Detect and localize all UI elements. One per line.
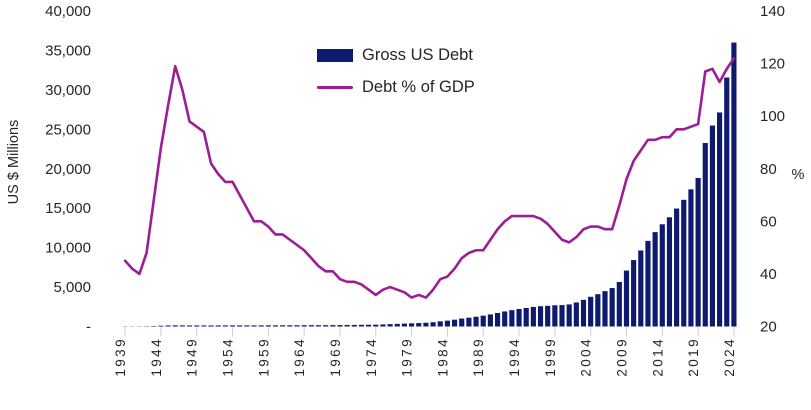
svg-text:140: 140: [760, 3, 785, 20]
svg-text:1949: 1949: [185, 337, 200, 377]
svg-text:2014: 2014: [650, 337, 665, 377]
svg-text:35,000: 35,000: [45, 42, 91, 59]
svg-text:5,000: 5,000: [53, 279, 91, 296]
svg-text:15,000: 15,000: [45, 200, 91, 217]
svg-text:1969: 1969: [328, 337, 343, 377]
svg-text:1974: 1974: [364, 337, 379, 377]
svg-text:80: 80: [760, 161, 777, 178]
svg-text:1939: 1939: [113, 337, 128, 377]
svg-text:-: -: [86, 319, 91, 336]
svg-text:1984: 1984: [435, 337, 450, 377]
svg-text:1959: 1959: [256, 337, 271, 377]
svg-text:60: 60: [760, 213, 777, 230]
svg-text:2019: 2019: [686, 337, 701, 377]
svg-text:40,000: 40,000: [45, 3, 91, 20]
svg-text:120: 120: [760, 56, 785, 73]
svg-text:10,000: 10,000: [45, 240, 91, 257]
svg-text:100: 100: [760, 108, 785, 125]
svg-text:20: 20: [760, 319, 777, 336]
svg-text:2024: 2024: [722, 337, 737, 377]
svg-text:40: 40: [760, 266, 777, 283]
svg-text:1954: 1954: [221, 337, 236, 377]
svg-text:2004: 2004: [579, 337, 594, 377]
svg-text:1944: 1944: [149, 337, 164, 377]
svg-text:20,000: 20,000: [45, 161, 91, 178]
svg-text:25,000: 25,000: [45, 121, 91, 138]
svg-text:1964: 1964: [292, 337, 307, 377]
svg-text:1999: 1999: [543, 337, 558, 377]
svg-text:30,000: 30,000: [45, 82, 91, 99]
svg-text:1989: 1989: [471, 337, 486, 377]
svg-text:1994: 1994: [507, 337, 522, 377]
svg-text:2009: 2009: [614, 337, 629, 377]
svg-text:1979: 1979: [400, 337, 415, 377]
